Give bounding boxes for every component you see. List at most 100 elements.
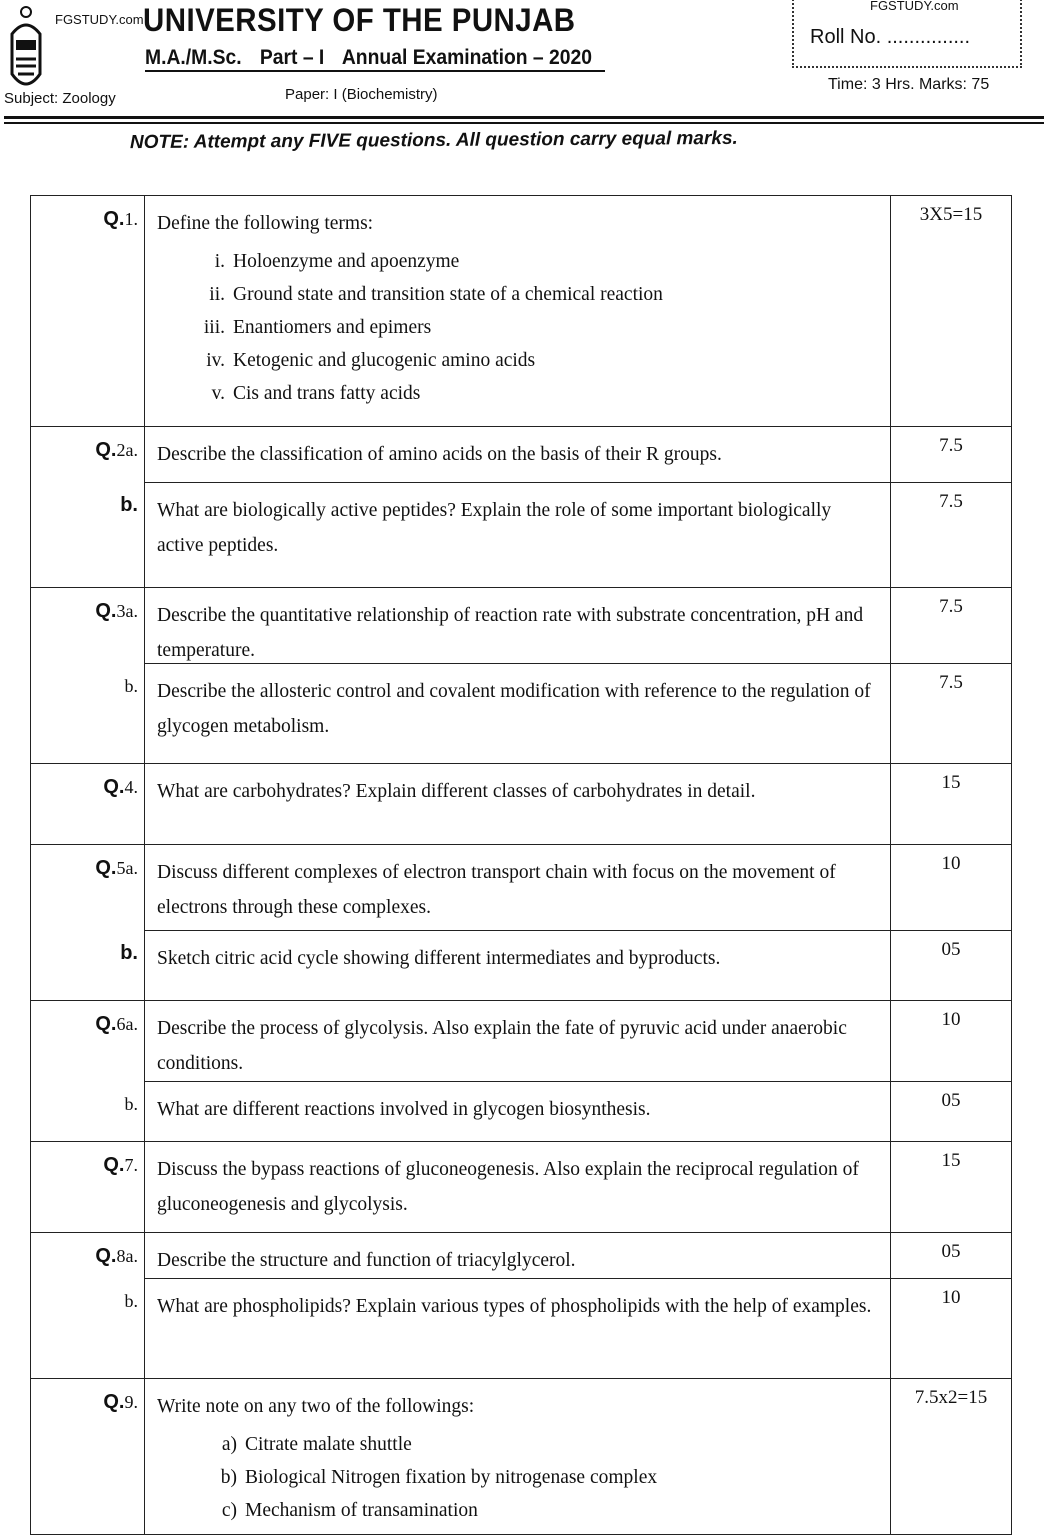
question-prompt: Describe the classification of amino aci… (157, 444, 722, 465)
list-item: a) Citrate malate shuttle (157, 1428, 880, 1461)
question-prompt: Describe the structure and function of t… (157, 1250, 576, 1271)
watermark-left: FGSTUDY.com (55, 12, 144, 27)
question-marks: 10 (891, 1278, 1011, 1378)
item-label: c) (221, 1500, 237, 1521)
item-text: Holoenzyme and apoenzyme (233, 251, 460, 272)
question-label: Q. (95, 600, 117, 622)
list-item: iii. Enantiomers and epimers (157, 311, 880, 344)
item-text: Biological Nitrogen fixation by nitrogen… (245, 1467, 658, 1488)
question-text: What are carbohydrates? Explain differen… (145, 764, 891, 844)
question-marks: 05 (891, 930, 1011, 1000)
question-sub: 1. (124, 209, 139, 229)
sub-item-list: a) Citrate malate shuttle b) Biological Nit… (157, 1428, 880, 1527)
question-marks: 15 (941, 772, 961, 793)
question-row: b. Sketch citric acid cycle showing diffe… (31, 930, 1011, 1000)
question-row: Q.4. What are carbohydrates? Explain diff… (31, 763, 1011, 844)
exam-subtitle: M.A./M.Sc. Part – I Annual Examination –… (145, 46, 605, 72)
item-text: Cis and trans fatty acids (233, 383, 421, 404)
item-text: Ground state and transition state of a c… (233, 284, 663, 305)
question-prompt: What are different reactions involved in… (157, 1099, 651, 1120)
question-prompt: What are biologically active peptides? E… (157, 500, 832, 556)
list-item: c) Mechanism of transamination (157, 1494, 880, 1527)
question-row: Q.5a. Discuss different complexes of elec… (31, 844, 1011, 930)
question-row: Q.3a. Describe the quantitative relations… (31, 587, 1011, 663)
item-text: Citrate malate shuttle (245, 1434, 412, 1455)
list-item: ii. Ground state and transition state of … (157, 278, 880, 311)
question-row: b. Describe the allosteric control and co… (31, 663, 1011, 763)
question-marks: 05 (941, 1241, 961, 1262)
questions-table: Q.1. Define the following terms: i. Holoenz… (30, 195, 1012, 1535)
subject: Subject: Zoology (4, 90, 116, 107)
program: M.A./M.Sc. (145, 46, 242, 69)
question-text: Write note on any two of the followings:… (145, 1379, 891, 1534)
question-row: Q.6a. Describe the process of glycolysis.… (31, 1000, 1011, 1081)
question-number: Q.3a. (31, 588, 145, 663)
question-text: What are biologically active peptides? E… (145, 482, 891, 587)
question-number: Q.5a. (31, 845, 145, 930)
question-prompt: Describe the allosteric control and cova… (157, 681, 871, 737)
item-label: a) (221, 1434, 237, 1455)
question-row: b. What are phospholipids? Explain variou… (31, 1278, 1011, 1378)
question-number: b. (31, 1278, 145, 1378)
question-row: Q.1. Define the following terms: i. Holoenz… (31, 196, 1011, 426)
question-text: Describe the allosteric control and cova… (145, 663, 891, 763)
instructions-note: NOTE: Attempt any FIVE questions. All qu… (129, 127, 738, 154)
question-number: Q.9. (31, 1379, 145, 1534)
divider (4, 116, 1044, 119)
list-item: b) Biological Nitrogen fixation by nitrog… (157, 1461, 880, 1494)
question-prompt: Describe the quantitative relationship o… (157, 605, 864, 661)
question-marks: 7.5 (891, 663, 1011, 763)
roll-number: Roll No. ............... (810, 26, 971, 48)
item-label: iii. (203, 317, 225, 338)
question-marks: 7.5 (939, 596, 963, 617)
question-marks: 7.5 (939, 435, 963, 456)
question-number: Q.2a. (31, 427, 145, 482)
question-sub: 2a. (116, 440, 139, 460)
question-text: Define the following terms: i. Holoenzyme … (145, 196, 891, 426)
question-label: Q. (95, 1013, 117, 1035)
part: Part – I (259, 46, 325, 69)
question-sub: 9. (124, 1392, 139, 1412)
question-sub: b. (124, 1291, 139, 1311)
question-label: Q. (103, 776, 125, 798)
question-label: Q. (95, 857, 117, 879)
question-label: Q. (95, 1245, 117, 1267)
question-marks: 10 (941, 853, 961, 874)
question-number: Q.6a. (31, 1001, 145, 1081)
question-prompt: What are phospholipids? Explain various … (157, 1296, 872, 1317)
list-item: iv. Ketogenic and glucogenic amino acids (157, 344, 880, 377)
divider (4, 122, 1044, 124)
question-label: Q. (103, 1154, 125, 1176)
question-prompt: What are carbohydrates? Explain differen… (157, 781, 756, 802)
question-number: b. (31, 482, 145, 587)
question-number: Q.7. (31, 1142, 145, 1232)
question-marks: 05 (891, 1081, 1011, 1141)
question-marks: 7.5 (891, 482, 1011, 587)
item-label: b) (220, 1467, 237, 1488)
item-label: ii. (209, 284, 225, 305)
question-label: Q. (103, 208, 125, 230)
question-sub: 8a. (116, 1246, 139, 1266)
question-text: Describe the classification of amino aci… (145, 427, 891, 482)
exam-name: Annual Examination – 2020 (341, 46, 593, 69)
question-label: b. (120, 942, 138, 964)
question-marks: 7.5x2=15 (914, 1387, 988, 1408)
list-item: i. Holoenzyme and apoenzyme (157, 245, 880, 278)
watermark-right: FGSTUDY.com (870, 0, 959, 13)
item-label: i. (214, 251, 225, 272)
question-text: Describe the structure and function of t… (145, 1233, 891, 1278)
question-sub: 5a. (116, 858, 139, 878)
question-row: Q.8a. Describe the structure and function… (31, 1232, 1011, 1278)
question-sub: 7. (124, 1155, 139, 1175)
question-row: b. What are different reactions involved … (31, 1081, 1011, 1141)
sub-item-list: i. Holoenzyme and apoenzyme ii. Ground stat… (157, 245, 880, 410)
question-row: b. What are biologically active peptides?… (31, 482, 1011, 587)
question-prompt: Discuss the bypass reactions of gluconeo… (157, 1159, 859, 1215)
question-number: b. (31, 930, 145, 1000)
question-sub: 3a. (116, 601, 139, 621)
item-text: Mechanism of transamination (245, 1500, 478, 1521)
question-number: Q.4. (31, 764, 145, 844)
list-item: v. Cis and trans fatty acids (157, 377, 880, 410)
time-marks: Time: 3 Hrs. Marks: 75 (828, 76, 990, 93)
